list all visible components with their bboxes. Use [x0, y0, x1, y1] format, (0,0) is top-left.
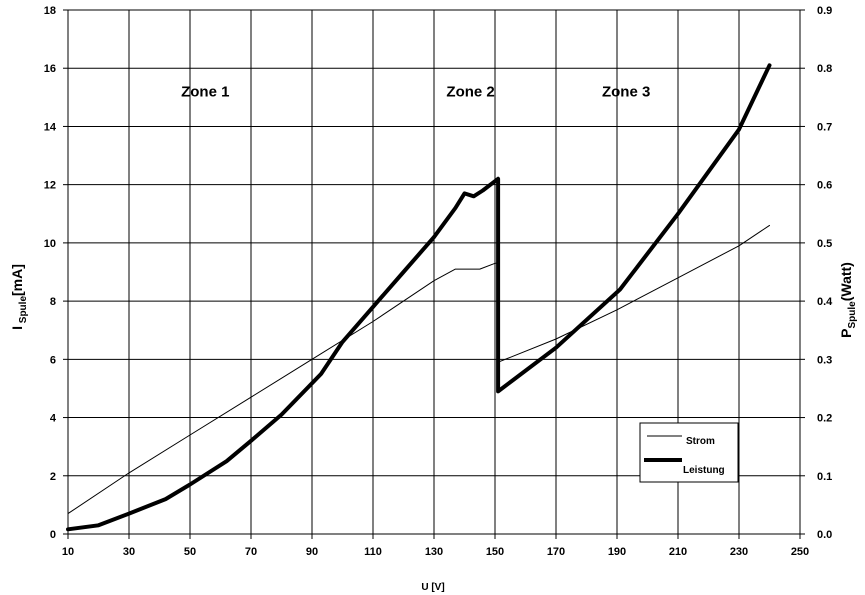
y-left-label-sub: Spule	[18, 296, 29, 326]
y-right-tick-label: 0.8	[817, 63, 832, 75]
y-right-label-unit: (Watt)	[838, 262, 854, 301]
x-tick-label: 70	[245, 546, 257, 558]
y-left-label-main: I	[9, 326, 25, 330]
x-tick-label: 110	[364, 546, 382, 558]
x-tick-label: 10	[62, 546, 74, 558]
x-tick-label: 190	[608, 546, 626, 558]
y-left-tick-label: 14	[44, 121, 57, 133]
y-right-tick-label: 0.0	[817, 529, 832, 541]
y-left-tick-label: 8	[50, 296, 56, 308]
y-left-tick-label: 18	[44, 5, 56, 17]
y-left-tick-label: 10	[44, 238, 56, 250]
x-tick-label: 130	[425, 546, 443, 558]
y-left-tick-label: 16	[44, 63, 56, 75]
x-tick-label: 90	[306, 546, 318, 558]
y-left-tick-label: 4	[50, 413, 57, 425]
x-tick-label: 170	[547, 546, 565, 558]
y-right-tick-label: 0.3	[817, 354, 832, 366]
y-left-tick-label: 12	[44, 180, 56, 192]
y-left-tick-label: 0	[50, 529, 56, 541]
y-right-tick-label: 0.1	[817, 471, 832, 483]
x-tick-label: 50	[184, 546, 196, 558]
y-left-label-unit: [mA]	[9, 264, 25, 296]
x-tick-label: 230	[730, 546, 748, 558]
x-tick-label: 210	[669, 546, 687, 558]
y-left-tick-label: 6	[50, 354, 56, 366]
ticks: 10 30 50 70 90 110 130 150 170 190 210 230 250 0 2 4 6 8 1…	[44, 5, 833, 558]
x-tick-label: 150	[486, 546, 504, 558]
y-right-label-sub: Spule	[847, 301, 858, 329]
y-right-tick-label: 0.5	[817, 238, 832, 250]
zone-label: Zone 3	[602, 84, 650, 101]
legend-box	[639, 422, 739, 483]
zone-labels: Zone 1 Zone 2 Zone 3	[181, 84, 650, 101]
y-left-axis-label: I Spule[mA]	[9, 264, 29, 330]
x-tick-label: 30	[123, 546, 135, 558]
series-group	[66, 63, 772, 532]
y-right-tick-label: 0.7	[817, 121, 832, 133]
legend-label-strom: Strom	[686, 436, 715, 447]
legend-label-leistung: Leistung	[683, 465, 725, 476]
series-line-strom	[67, 224, 770, 515]
legend: Strom Leistung	[639, 422, 739, 483]
y-right-tick-label: 0.9	[817, 5, 832, 17]
y-right-tick-label: 0.6	[817, 180, 832, 192]
y-right-axis-label: PSpule(Watt)	[838, 262, 858, 338]
series-line-leistung	[66, 63, 772, 532]
zone-label: Zone 1	[181, 84, 229, 101]
x-axis-label: U [V]	[421, 582, 444, 593]
y-right-tick-label: 0.2	[817, 413, 832, 425]
y-right-tick-label: 0.4	[817, 296, 833, 308]
x-tick-label: 250	[791, 546, 809, 558]
y-right-label-main: P	[838, 329, 854, 338]
zone-label: Zone 2	[446, 84, 494, 101]
y-left-tick-label: 2	[50, 471, 56, 483]
